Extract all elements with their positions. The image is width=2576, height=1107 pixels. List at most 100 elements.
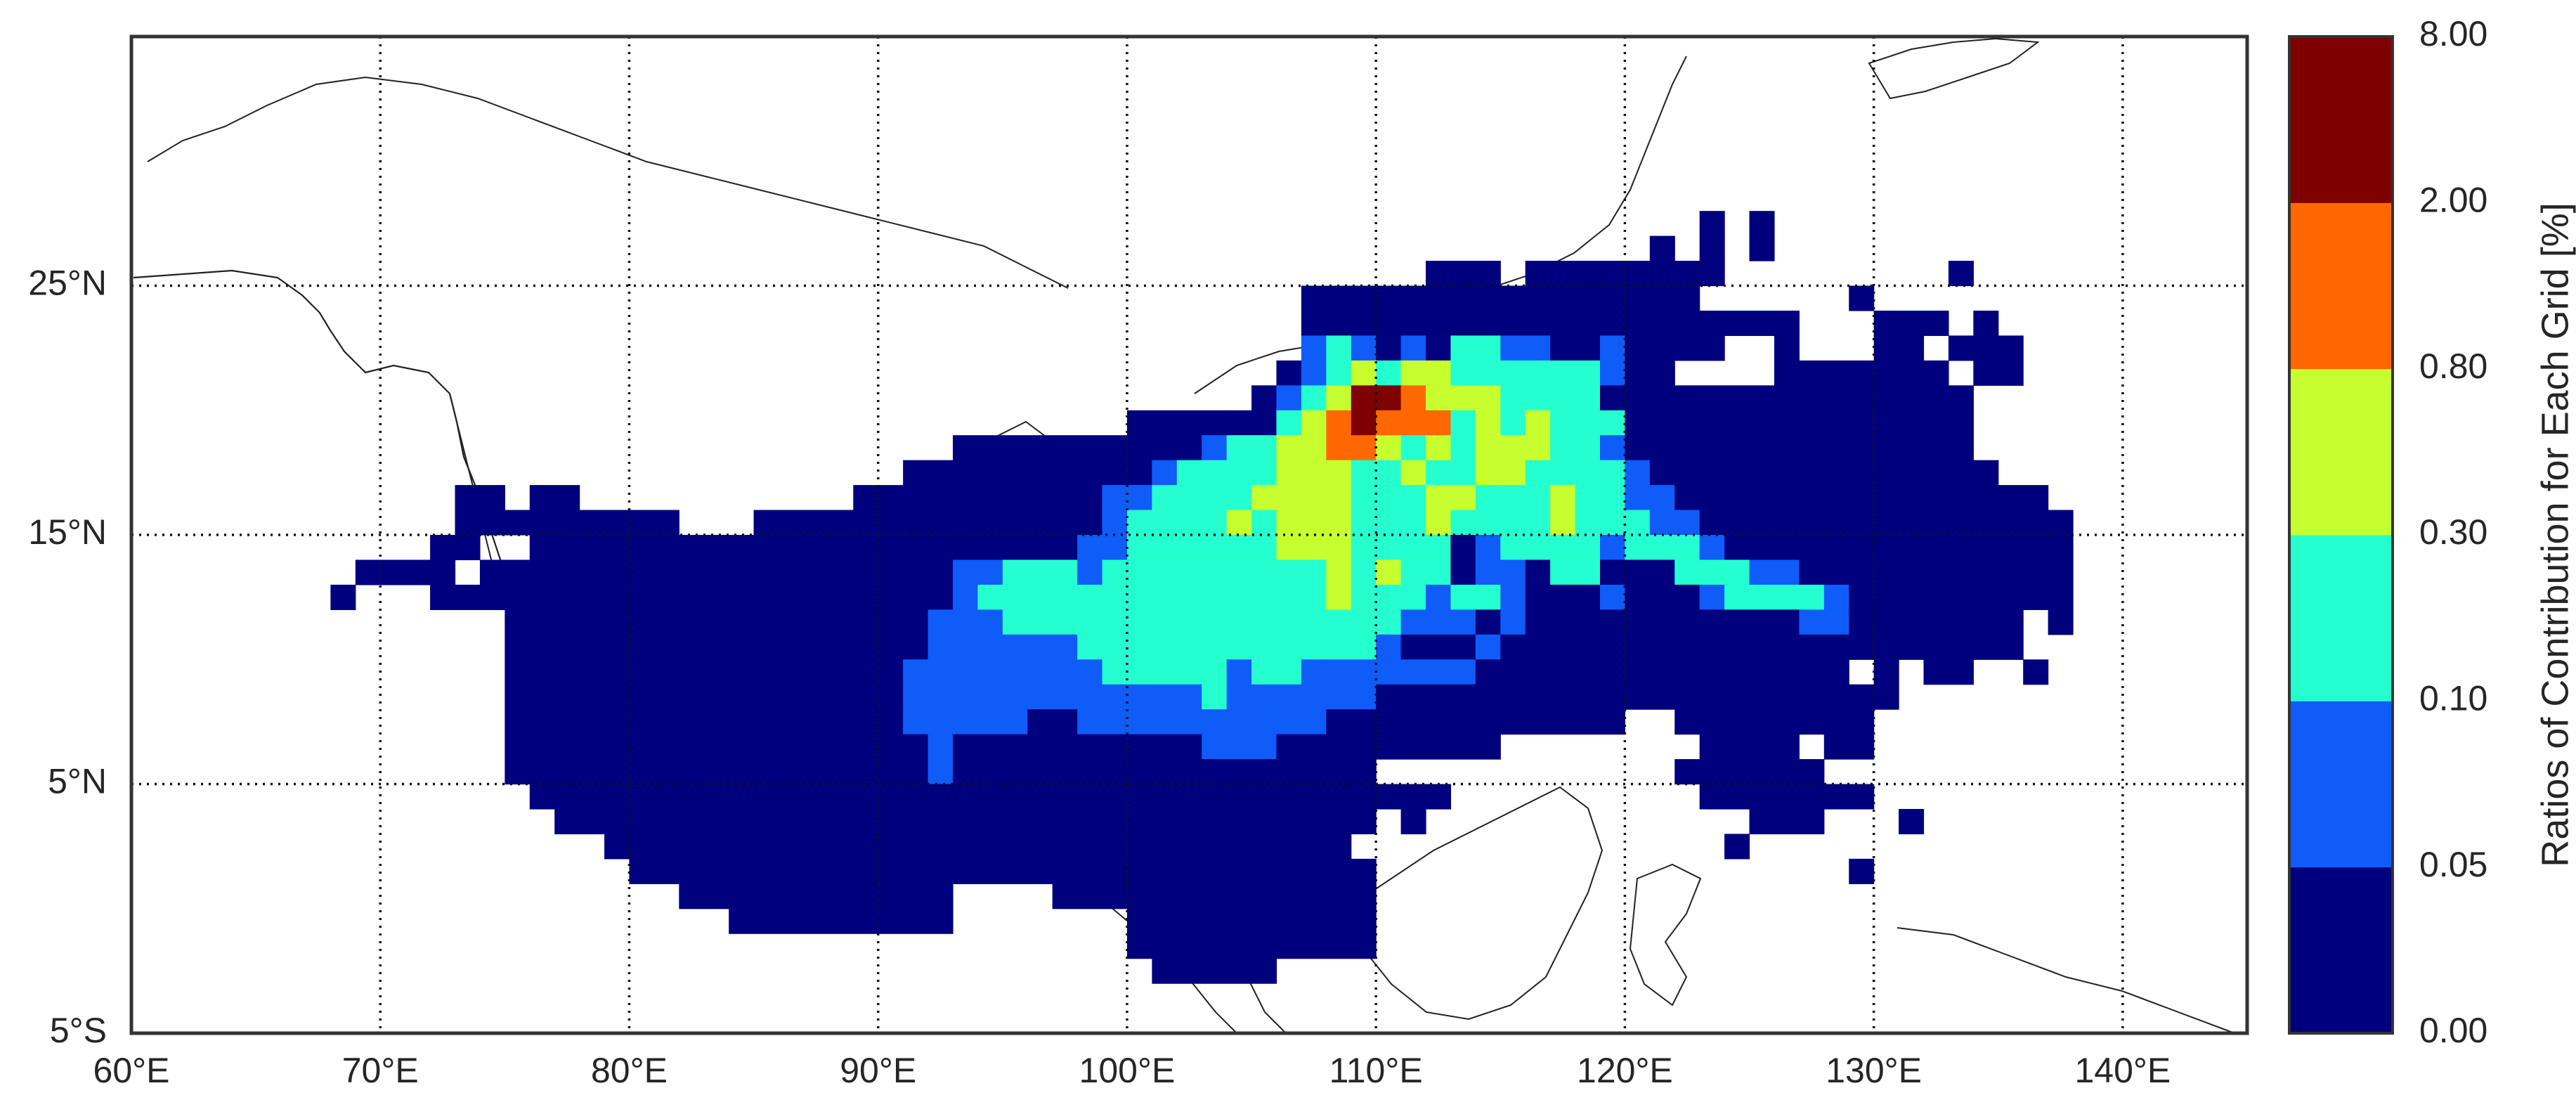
heatmap-cell-run xyxy=(1326,709,1626,735)
heatmap-cell-run xyxy=(430,535,481,561)
heatmap-cell-run xyxy=(1351,584,1426,610)
heatmap-cell-run xyxy=(952,559,1003,585)
heatmap-cell-run xyxy=(1276,559,1327,585)
heatmap-cell-run xyxy=(1649,235,1675,261)
heatmap-cell-run xyxy=(1599,335,1626,361)
heatmap-cell-run xyxy=(928,634,1078,660)
heatmap-cell-run xyxy=(1550,435,1576,461)
heatmap-cell-run xyxy=(1426,584,1452,610)
longitude-tick-label: 130°E xyxy=(1826,1051,1922,1090)
heatmap-cell-run xyxy=(1475,460,1526,486)
heatmap-cell-run xyxy=(1400,634,1476,660)
heatmap-cell-run xyxy=(952,584,978,610)
heatmap-cell-run xyxy=(1251,510,1277,536)
longitude-tick-label: 80°E xyxy=(591,1051,668,1090)
longitude-tick-labels: 60°E 70°E 80°E 90°E 100°E 110°E 120°E 130°E 140°… xyxy=(93,1051,2171,1090)
heatmap-cell-run xyxy=(1126,609,1178,635)
heatmap-cell-run xyxy=(1376,385,1402,411)
heatmap-cell-run xyxy=(1276,684,1377,710)
heatmap-cell-run xyxy=(1749,559,1800,585)
heatmap-cell-run xyxy=(1599,261,1725,287)
heatmap-cell-run xyxy=(1450,360,1501,386)
heatmap-cell-run xyxy=(1351,385,1377,411)
heatmap-cell-run xyxy=(1699,609,1800,635)
heatmap-cell-run xyxy=(505,759,929,785)
heatmap-cell-run xyxy=(1724,535,2074,561)
heatmap-cell-run xyxy=(1301,335,1327,361)
heatmap-cell-run xyxy=(1525,559,1551,585)
heatmap-cell-run xyxy=(1126,435,1202,461)
heatmap-cell-run xyxy=(1674,535,1700,561)
heatmap-cell-run xyxy=(1376,360,1402,386)
heatmap-cell-run xyxy=(1749,808,1825,834)
heatmap-cell-run xyxy=(479,559,679,585)
heatmap-cell-run xyxy=(1475,559,1526,585)
heatmap-cell-run xyxy=(505,634,929,660)
heatmap-cell-run xyxy=(1376,410,1402,436)
heatmap-cell-run xyxy=(1202,535,1277,561)
heatmap-cell-run xyxy=(330,584,356,610)
heatmap-cell-run xyxy=(1251,958,1277,984)
heatmap-cell-run xyxy=(1326,360,1352,386)
heatmap-cell-run xyxy=(1500,535,1601,561)
heatmap-cell-run xyxy=(554,808,1377,834)
contribution-heatmap xyxy=(330,211,2074,984)
heatmap-cell-run xyxy=(1351,460,1402,486)
heatmap-cell-run xyxy=(1450,435,1476,461)
heatmap-cell-run xyxy=(1202,709,1327,735)
heatmap-cell-run xyxy=(1301,310,1725,336)
heatmap-cell-run xyxy=(1973,360,2024,386)
colorbar-segments xyxy=(2289,37,2393,1034)
heatmap-cell-run xyxy=(1326,559,1352,585)
heatmap-cell-run xyxy=(1426,485,1476,511)
heatmap-cell-run xyxy=(1599,410,1626,436)
heatmap-cell-run xyxy=(1774,360,1875,386)
heatmap-cell-run xyxy=(1426,510,1452,536)
heatmap-cell-run xyxy=(1400,335,1426,361)
heatmap-cell-run xyxy=(1351,485,1377,511)
heatmap-cell-run xyxy=(604,834,1352,860)
heatmap-cell-run xyxy=(1575,485,1626,511)
heatmap-cell-run xyxy=(1126,535,1202,561)
heatmap-cell-run xyxy=(1077,510,1103,536)
heatmap-cell-run xyxy=(1326,634,1377,660)
heatmap-cell-run xyxy=(455,485,505,511)
heatmap-cell-run xyxy=(1450,410,1476,436)
heatmap-cell-run xyxy=(1575,385,1601,411)
heatmap-cell-run xyxy=(1525,609,1626,635)
heatmap-cell-run xyxy=(1326,659,1402,685)
latitude-tick-label: 5°N xyxy=(48,762,107,801)
coastline-sulawesi xyxy=(1629,863,1702,1006)
heatmap-cell-run xyxy=(1276,435,1327,461)
heatmap-cell-run xyxy=(1599,385,1626,411)
heatmap-cell-run xyxy=(1102,659,1128,685)
heatmap-cell-run xyxy=(1550,510,1576,536)
heatmap-cell-run xyxy=(1625,435,1974,461)
heatmap-cell-run xyxy=(455,510,505,536)
heatmap-cell-run xyxy=(1226,510,1252,536)
heatmap-cell-run xyxy=(928,759,954,785)
heatmap-cell-run xyxy=(703,559,954,585)
heatmap-cell-run xyxy=(1400,410,1452,436)
heatmap-cell-run xyxy=(1599,584,1626,610)
heatmap-cell-run xyxy=(1376,559,1402,585)
heatmap-cell-run xyxy=(1126,908,1377,934)
heatmap-cell-run xyxy=(1126,510,1228,536)
heatmap-cell-run xyxy=(1849,858,1875,884)
colorbar: 0.00 0.05 0.10 0.30 0.80 2.00 8.00 Ratios of C… xyxy=(2288,14,2576,1050)
colorbar-tick-label: 8.00 xyxy=(2419,14,2487,53)
heatmap-cell-run xyxy=(1873,360,1899,386)
heatmap-cell-run xyxy=(1450,535,1476,561)
heatmap-cell-run xyxy=(1351,559,1377,585)
heatmap-cell-run xyxy=(355,559,456,585)
heatmap-cell-run xyxy=(1276,360,1302,386)
heatmap-cell-run xyxy=(1749,211,1775,237)
heatmap-cell-run xyxy=(903,684,1128,710)
heatmap-cell-run xyxy=(505,659,904,685)
heatmap-cell-run xyxy=(1002,609,1078,635)
heatmap-cell-run xyxy=(1126,410,1228,436)
heatmap-cell-run xyxy=(505,734,929,760)
heatmap-cell-run xyxy=(1376,510,1426,536)
heatmap-cell-run xyxy=(1326,335,1352,361)
